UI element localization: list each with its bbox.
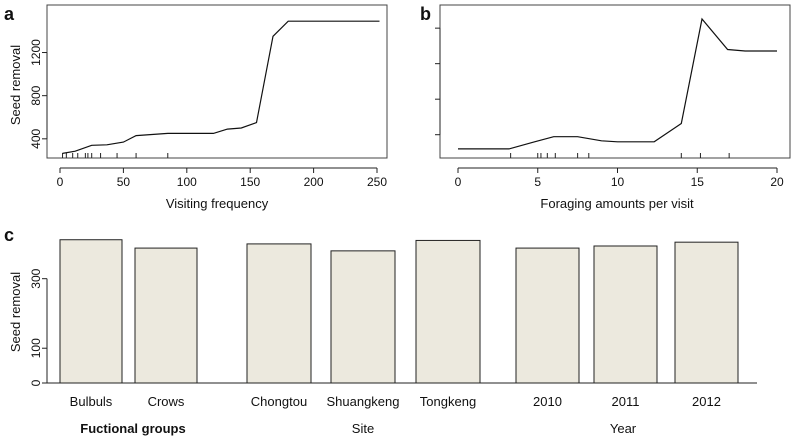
bar-tongkeng bbox=[415, 239, 481, 384]
rug-b bbox=[510, 153, 730, 158]
category-labels-c: Bulbuls Crows Fuctional groups Chongtou Shua… bbox=[70, 394, 721, 436]
x-tick-label-a: 200 bbox=[304, 175, 324, 189]
x-tick-label-a: 0 bbox=[57, 175, 64, 189]
y-axis-label-a: Seed removal bbox=[8, 45, 23, 125]
x-tick-label-b: 15 bbox=[691, 175, 705, 189]
panel-a: a 0 50 100 150 200 250 400 800 1200 Visiting fre… bbox=[4, 4, 388, 211]
y-tick-label-a: 1200 bbox=[29, 39, 43, 66]
bar-bulbuls bbox=[59, 239, 123, 384]
group-label-0: Fuctional groups bbox=[80, 421, 185, 436]
x-axis-label-b: Foraging amounts per visit bbox=[540, 196, 694, 211]
bar-chongtou bbox=[246, 243, 312, 384]
bar-shuangkeng bbox=[330, 250, 396, 384]
y-tick-label-c: 0 bbox=[29, 379, 43, 386]
bar-2011 bbox=[593, 245, 658, 384]
x-tick-label-b: 0 bbox=[455, 175, 462, 189]
series-b bbox=[458, 17, 777, 150]
x-tick-label-a: 100 bbox=[177, 175, 197, 189]
panel-label-c: c bbox=[4, 225, 14, 245]
bar-crows bbox=[134, 247, 198, 384]
x-tick-label-b: 5 bbox=[534, 175, 541, 189]
panel-label-b: b bbox=[420, 4, 431, 24]
series-line-b bbox=[458, 17, 777, 150]
bar-2010 bbox=[515, 247, 580, 384]
series-a bbox=[62, 20, 380, 154]
panel-b: b 0 5 10 15 20 Foraging amounts per visit bbox=[420, 4, 791, 211]
category-label-shuangkeng: Shuangkeng bbox=[326, 394, 399, 409]
x-axis-label-a: Visiting frequency bbox=[166, 196, 269, 211]
y-axis-label-c: Seed removal bbox=[8, 272, 23, 352]
group-label-1: Site bbox=[352, 421, 374, 436]
x-tick-label-a: 50 bbox=[117, 175, 131, 189]
bar-2012 bbox=[674, 241, 739, 384]
panel-label-a: a bbox=[4, 4, 15, 24]
bars-c bbox=[59, 239, 739, 384]
rug-a bbox=[62, 153, 169, 158]
y-tick-label-c: 300 bbox=[29, 268, 43, 288]
y-tick-label-a: 800 bbox=[29, 85, 43, 105]
y-tick-label-c: 100 bbox=[29, 338, 43, 358]
y-tick-label-a: 400 bbox=[29, 128, 43, 148]
category-label-2012: 2012 bbox=[692, 394, 721, 409]
category-label-bulbuls: Bulbuls bbox=[70, 394, 113, 409]
x-tick-label-b: 10 bbox=[611, 175, 625, 189]
category-label-2010: 2010 bbox=[533, 394, 562, 409]
axes-a: 0 50 100 150 200 250 400 800 1200 bbox=[29, 39, 387, 189]
category-label-tongkeng: Tongkeng bbox=[420, 394, 476, 409]
group-label-2: Year bbox=[610, 421, 637, 436]
category-label-chongtou: Chongtou bbox=[251, 394, 307, 409]
category-label-2011: 2011 bbox=[612, 394, 640, 409]
category-label-crows: Crows bbox=[148, 394, 185, 409]
plot-frame-a bbox=[46, 4, 388, 159]
x-tick-label-a: 150 bbox=[240, 175, 260, 189]
series-line-a bbox=[62, 20, 380, 154]
x-tick-label-b: 20 bbox=[770, 175, 784, 189]
x-tick-label-a: 250 bbox=[367, 175, 387, 189]
axes-b: 0 5 10 15 20 bbox=[435, 27, 784, 189]
panel-c: c 0 100 300 Bulbuls Crows Fuctional groups Ch… bbox=[4, 225, 757, 436]
plot-frame-b bbox=[439, 4, 791, 159]
